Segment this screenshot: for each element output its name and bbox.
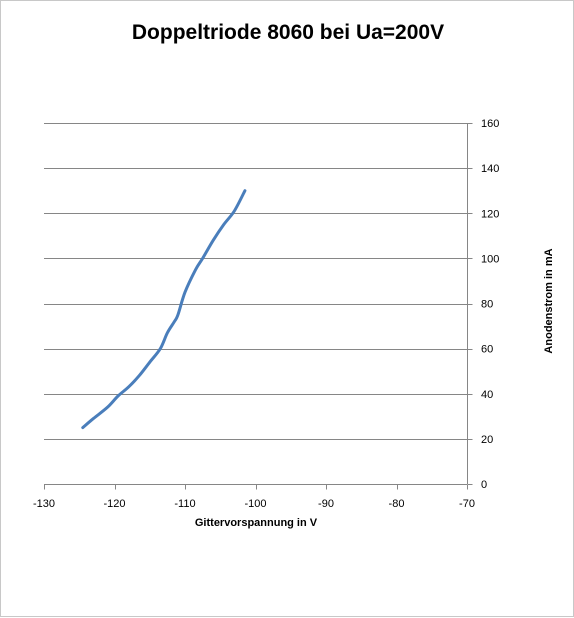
series-layer	[81, 189, 247, 430]
y-tick-label: 100	[481, 253, 499, 265]
data-point	[176, 313, 179, 316]
y-tick-label: 80	[481, 299, 493, 311]
data-point	[106, 406, 109, 409]
data-point	[222, 223, 225, 226]
data-point	[212, 239, 215, 242]
data-point	[159, 347, 162, 350]
y-tick-labels: 0 20 40 60 80 100 120 140 160	[481, 118, 499, 491]
x-tick-label: -130	[33, 498, 55, 510]
y-tick-label: 160	[481, 118, 499, 130]
y-axis-title: Anodenstrom in mA	[543, 248, 555, 353]
y-tick-label: 20	[481, 434, 493, 446]
x-axis-title: Gittervorspannung in V	[195, 517, 318, 529]
data-point	[233, 209, 236, 212]
x-tick-label: -90	[318, 498, 334, 510]
x-tick-labels: -130 -120 -110 -100 -90 -80 -70	[33, 498, 475, 510]
data-point	[166, 331, 169, 334]
data-point	[173, 320, 176, 323]
x-tick-label: -80	[389, 498, 405, 510]
y-tick-label: 120	[481, 208, 499, 220]
y-tick-label: 0	[481, 479, 487, 491]
chart-title: Doppeltriode 8060 bei Ua=200V	[132, 21, 444, 44]
data-point	[92, 417, 95, 420]
series-line-0	[81, 189, 247, 430]
data-point	[117, 395, 120, 398]
data-point	[243, 189, 246, 192]
data-point	[148, 361, 151, 364]
data-point	[184, 291, 187, 294]
x-tick-label: -120	[103, 498, 125, 510]
gridlines	[44, 123, 467, 440]
y-tick-label: 60	[481, 344, 493, 356]
data-point	[81, 426, 84, 429]
y-tick-label: 140	[481, 163, 499, 175]
data-point	[201, 257, 204, 260]
x-tick-label: -70	[459, 498, 475, 510]
axes	[44, 123, 473, 490]
x-tick-label: -100	[244, 498, 266, 510]
data-point	[138, 374, 141, 377]
y-tick-label: 40	[481, 389, 493, 401]
data-point	[127, 385, 130, 388]
x-tick-label: -110	[174, 498, 195, 510]
data-point	[194, 268, 197, 271]
